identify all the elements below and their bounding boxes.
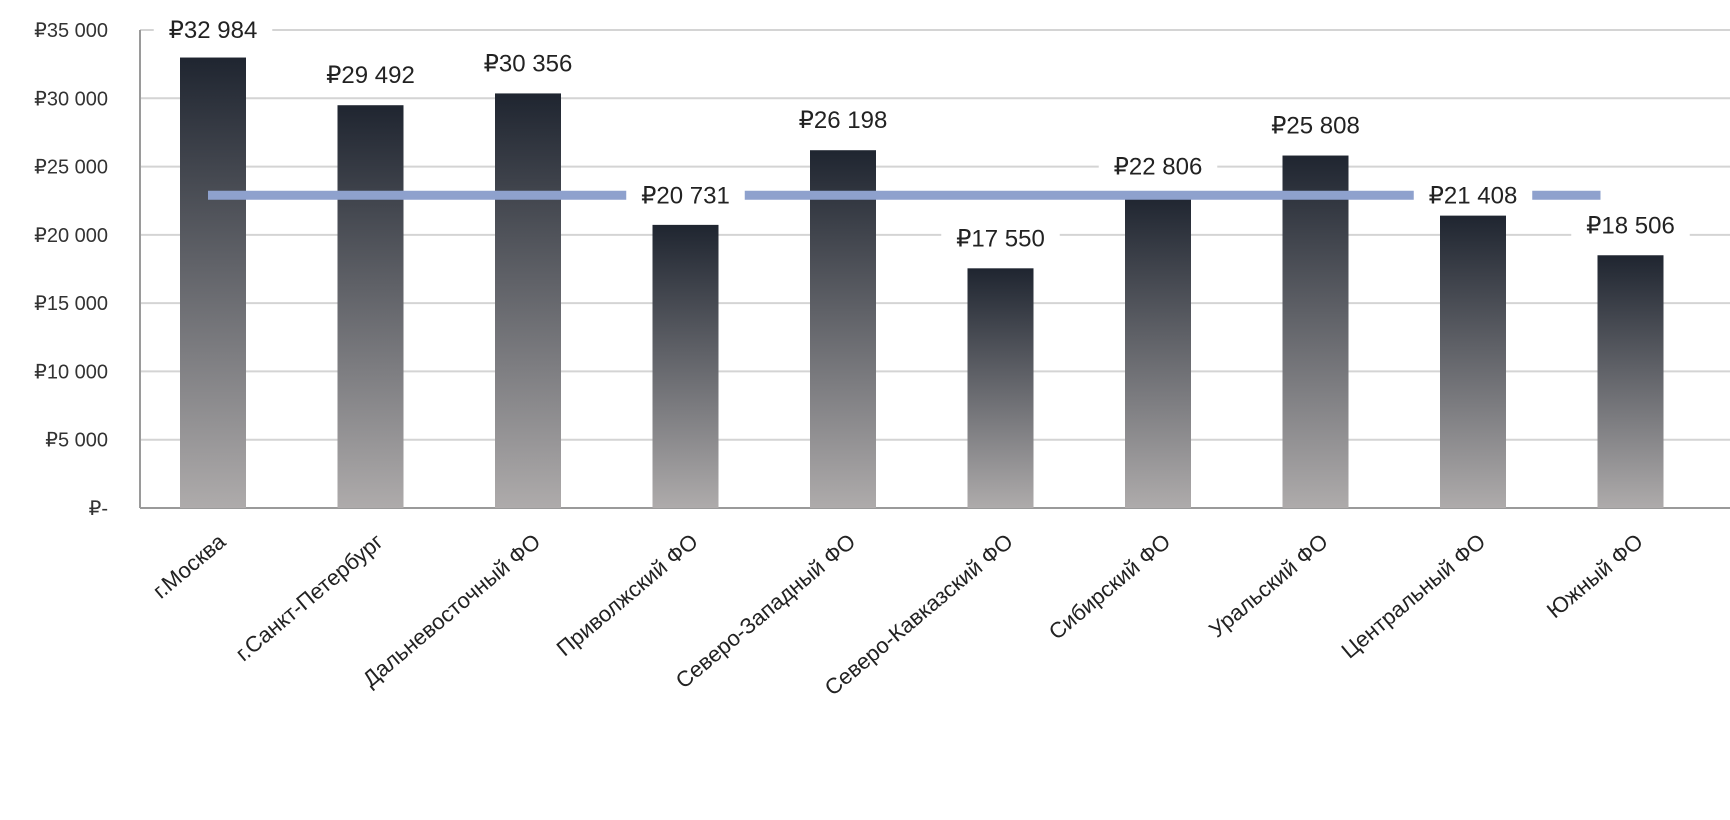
y-tick-label: ₽5 000 — [45, 430, 108, 452]
bar — [180, 57, 246, 508]
bar — [1440, 215, 1506, 509]
data-label: ₽22 806 — [1114, 154, 1203, 181]
data-label: ₽17 550 — [956, 225, 1045, 252]
data-label: ₽18 506 — [1586, 212, 1675, 239]
bar — [967, 268, 1034, 508]
data-label-bg — [153, 14, 273, 46]
x-tick-label: Сибирский ФО — [1044, 529, 1175, 645]
x-axis-ticks: г.Москва г.Санкт-ПетербургДальневосточный… — [148, 528, 1648, 700]
bars — [180, 57, 1664, 509]
y-axis-ticks: ₽- ₽5 000 ₽10 000 ₽15 000 ₽20 000 ₽25 000 ₽30 … — [34, 20, 108, 520]
data-label: ₽29 492 — [326, 62, 415, 89]
data-labels: ₽32 984 ₽29 492 ₽30 356 ₽20 731 ₽26 198 ₽17 5… — [153, 14, 1690, 255]
data-label-bg — [626, 179, 745, 212]
y-tick-label: ₽- — [89, 498, 108, 520]
bar — [1282, 155, 1349, 509]
y-tick-label: ₽15 000 — [34, 293, 108, 315]
x-tick-label: Дальневосточный ФО — [358, 529, 545, 692]
data-label-bg — [468, 47, 588, 80]
data-label-bg — [1571, 209, 1690, 242]
bar — [337, 105, 404, 508]
y-tick-label: ₽30 000 — [34, 88, 108, 110]
data-label: ₽20 731 — [641, 182, 730, 209]
y-tick-label: ₽25 000 — [34, 157, 108, 179]
bar — [495, 93, 561, 509]
data-label: ₽32 984 — [169, 17, 258, 44]
data-label: ₽30 356 — [484, 50, 573, 77]
bar — [652, 224, 719, 508]
data-label: ₽26 198 — [799, 107, 888, 134]
bar — [1125, 196, 1191, 508]
x-tick-label: Центральный ФО — [1336, 529, 1490, 664]
y-tick-label: ₽35 000 — [34, 20, 108, 42]
data-label: ₽21 408 — [1429, 182, 1518, 209]
x-tick-label: Южный ФО — [1542, 529, 1648, 623]
data-label-bg — [1256, 109, 1375, 142]
data-label-bg — [941, 222, 1060, 255]
y-tick-label: ₽10 000 — [34, 361, 108, 383]
bar — [810, 150, 876, 508]
x-tick-label: Приволжский ФО — [552, 529, 703, 661]
data-label-bg — [1413, 179, 1533, 212]
x-tick-label: Северо-Западный ФО — [671, 529, 860, 694]
bar — [1597, 255, 1664, 508]
data-label-bg — [311, 59, 430, 92]
data-label-bg — [1098, 150, 1218, 183]
grid-lines — [139, 29, 1730, 509]
data-label: ₽25 808 — [1271, 113, 1360, 140]
data-label-bg — [783, 104, 903, 137]
y-tick-label: ₽20 000 — [34, 225, 108, 247]
x-tick-label: г.Санкт-Петербург — [231, 529, 388, 666]
x-tick-label: Уральский ФО — [1204, 529, 1333, 643]
x-tick-label: г.Москва — [148, 528, 231, 603]
